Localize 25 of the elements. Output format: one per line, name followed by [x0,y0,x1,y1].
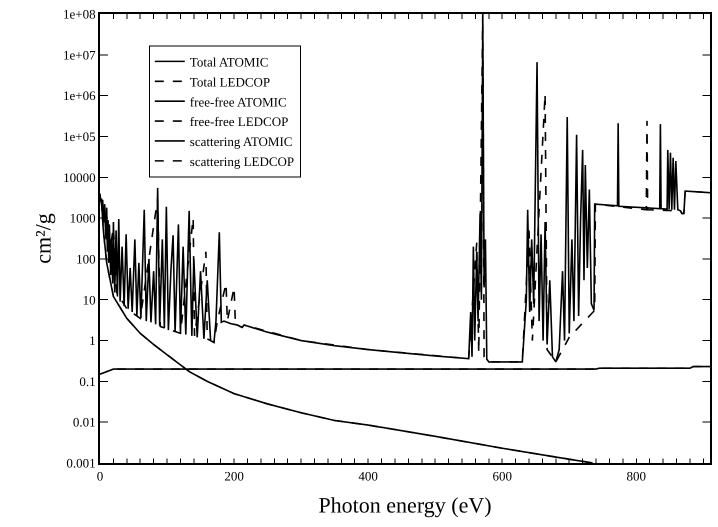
legend-label: Total ATOMIC [190,54,268,70]
x-tick-label: 0 [96,468,104,484]
y-tick-label: 0.1 [79,374,96,389]
x-tick-label: 600 [492,468,512,484]
x-tick-label: 400 [358,468,378,484]
legend-label: scattering ATOMIC [190,134,292,150]
y-tick-label: 1e+08 [63,6,96,22]
y-tick-label: 10 [82,292,96,308]
y-tick-label: 1e+07 [63,47,96,62]
legend-label: Total LEDCOP [190,74,270,90]
x-tick-label: 800 [626,468,646,484]
y-tick-label: 10000 [63,170,96,185]
legend-label: scattering LEDCOP [190,154,294,169]
legend-label: free-free ATOMIC [190,94,287,110]
y-tick-label: 1e+06 [63,88,96,104]
y-axis-title: cm²/g [30,213,56,264]
y-tick-label: 1 [89,333,96,348]
y-tick-label: 1e+05 [63,129,96,144]
y-tick-label: 0.01 [72,414,96,430]
y-tick-label: 0.001 [66,456,96,471]
y-tick-label: 100 [76,251,96,266]
legend-label: free-free LEDCOP [190,114,288,130]
x-axis-title: Photon energy (eV) [318,492,492,518]
y-tick-label: 1000 [70,210,96,226]
x-tick-label: 200 [224,468,244,484]
